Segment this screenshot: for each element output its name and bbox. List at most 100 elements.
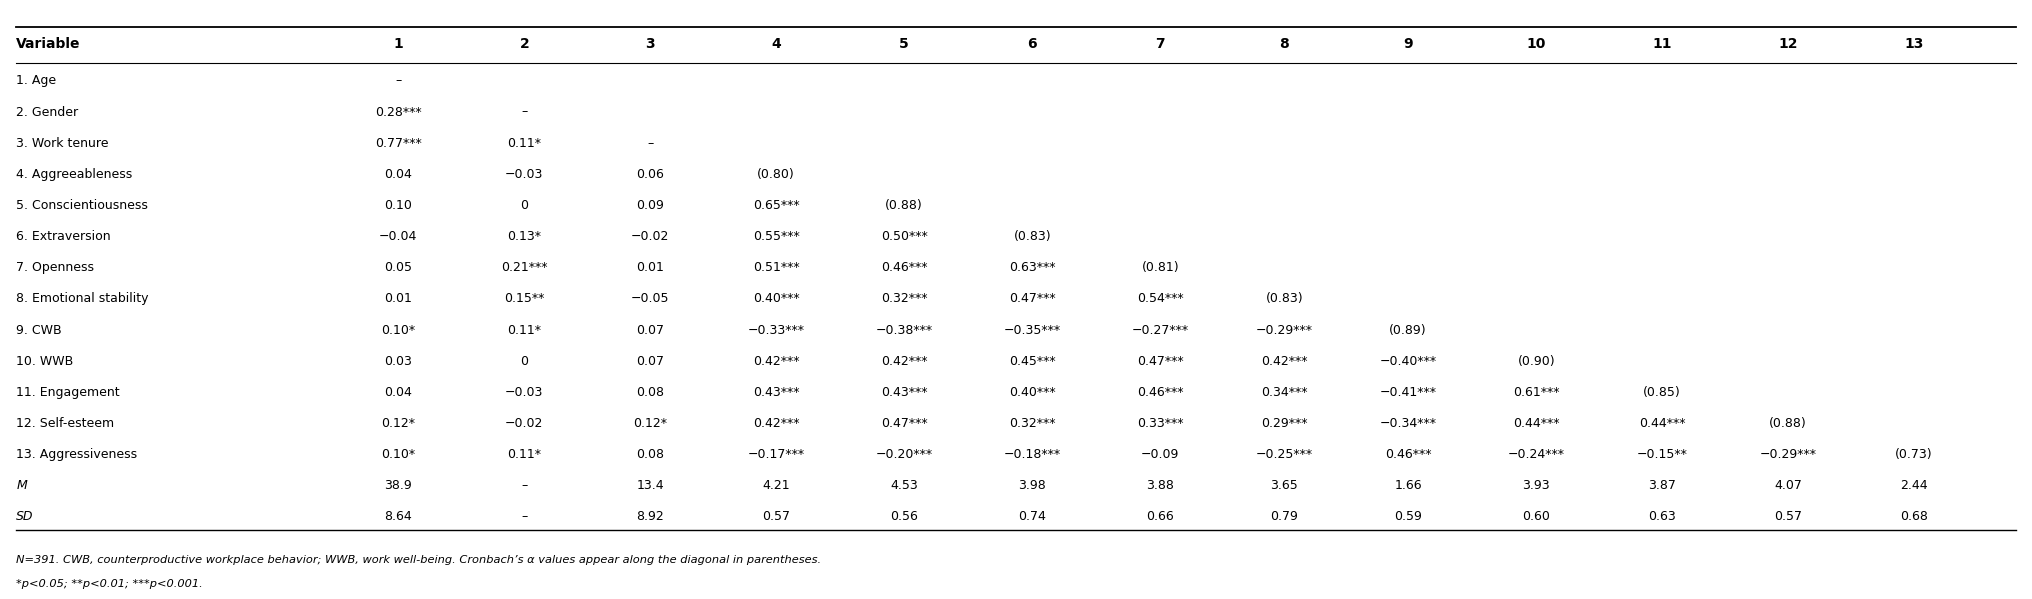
Text: 1.66: 1.66 [1394,479,1422,492]
Text: 0.57: 0.57 [762,510,790,524]
Text: 0.21***: 0.21*** [502,261,547,274]
Text: 6: 6 [1028,37,1036,51]
Text: 3.65: 3.65 [1270,479,1298,492]
Text: 0.40***: 0.40*** [1010,386,1055,399]
Text: −0.15**: −0.15** [1636,448,1689,461]
Text: −0.27***: −0.27*** [1132,323,1189,337]
Text: (0.90): (0.90) [1518,355,1554,368]
Text: (0.80): (0.80) [758,168,795,181]
Text: 0.63***: 0.63*** [1010,261,1055,274]
Text: 0.59: 0.59 [1394,510,1422,524]
Text: 10. WWB: 10. WWB [16,355,73,368]
Text: 0.09: 0.09 [636,199,664,212]
Text: 4: 4 [772,37,780,51]
Text: 0.65***: 0.65*** [754,199,799,212]
Text: 0.34***: 0.34*** [1262,386,1307,399]
Text: 0.57: 0.57 [1774,510,1802,524]
Text: M: M [16,479,26,492]
Text: 0.42***: 0.42*** [754,355,799,368]
Text: 0.11*: 0.11* [508,137,541,150]
Text: 3.93: 3.93 [1522,479,1550,492]
Text: –: – [520,479,528,492]
Text: 0.61***: 0.61*** [1514,386,1559,399]
Text: 4.53: 4.53 [890,479,918,492]
Text: −0.03: −0.03 [506,386,543,399]
Text: 13.4: 13.4 [636,479,664,492]
Text: −0.29***: −0.29*** [1256,323,1313,337]
Text: 0.74: 0.74 [1018,510,1046,524]
Text: 0.11*: 0.11* [508,448,541,461]
Text: 11: 11 [1652,37,1672,51]
Text: 2: 2 [520,37,528,51]
Text: 0.04: 0.04 [384,168,412,181]
Text: 6. Extraversion: 6. Extraversion [16,230,112,243]
Text: (0.89): (0.89) [1390,323,1426,337]
Text: 9: 9 [1404,37,1412,51]
Text: −0.40***: −0.40*** [1380,355,1437,368]
Text: 0.47***: 0.47*** [882,417,927,430]
Text: 0.79: 0.79 [1270,510,1298,524]
Text: 0.07: 0.07 [636,323,664,337]
Text: 3. Work tenure: 3. Work tenure [16,137,110,150]
Text: 3.98: 3.98 [1018,479,1046,492]
Text: 10: 10 [1526,37,1546,51]
Text: 1: 1 [394,37,402,51]
Text: −0.20***: −0.20*** [876,448,933,461]
Text: 0.56: 0.56 [890,510,918,524]
Text: 0.33***: 0.33*** [1138,417,1183,430]
Text: –: – [394,74,402,87]
Text: 38.9: 38.9 [384,479,412,492]
Text: −0.33***: −0.33*** [748,323,805,337]
Text: 0.32***: 0.32*** [1010,417,1055,430]
Text: 0.46***: 0.46*** [1386,448,1431,461]
Text: 0.40***: 0.40*** [754,292,799,305]
Text: (0.88): (0.88) [886,199,923,212]
Text: −0.34***: −0.34*** [1380,417,1437,430]
Text: 0.50***: 0.50*** [880,230,929,243]
Text: 0.05: 0.05 [384,261,412,274]
Text: 12: 12 [1778,37,1798,51]
Text: 0.11*: 0.11* [508,323,541,337]
Text: 13. Aggressiveness: 13. Aggressiveness [16,448,138,461]
Text: 0.42***: 0.42*** [1262,355,1307,368]
Text: −0.18***: −0.18*** [1004,448,1061,461]
Text: 0.07: 0.07 [636,355,664,368]
Text: 5: 5 [900,37,908,51]
Text: −0.38***: −0.38*** [876,323,933,337]
Text: −0.02: −0.02 [506,417,543,430]
Text: −0.41***: −0.41*** [1380,386,1437,399]
Text: 0.51***: 0.51*** [754,261,799,274]
Text: 1. Age: 1. Age [16,74,57,87]
Text: 8.64: 8.64 [384,510,412,524]
Text: 0.63: 0.63 [1648,510,1676,524]
Text: (0.73): (0.73) [1896,448,1932,461]
Text: 3.88: 3.88 [1146,479,1174,492]
Text: 0.66: 0.66 [1146,510,1174,524]
Text: 13: 13 [1904,37,1924,51]
Text: 2.44: 2.44 [1900,479,1928,492]
Text: Variable: Variable [16,37,81,51]
Text: 0.55***: 0.55*** [752,230,801,243]
Text: 0.01: 0.01 [636,261,664,274]
Text: −0.09: −0.09 [1142,448,1179,461]
Text: (0.81): (0.81) [1142,261,1179,274]
Text: 0.42***: 0.42*** [754,417,799,430]
Text: 0.08: 0.08 [636,448,664,461]
Text: 0.47***: 0.47*** [1138,355,1183,368]
Text: 3.87: 3.87 [1648,479,1676,492]
Text: 0.54***: 0.54*** [1138,292,1183,305]
Text: 8. Emotional stability: 8. Emotional stability [16,292,148,305]
Text: 7: 7 [1156,37,1164,51]
Text: 4.21: 4.21 [762,479,790,492]
Text: (0.83): (0.83) [1014,230,1051,243]
Text: 0.68: 0.68 [1900,510,1928,524]
Text: 4. Aggreeableness: 4. Aggreeableness [16,168,132,181]
Text: 0.10: 0.10 [384,199,412,212]
Text: 5. Conscientiousness: 5. Conscientiousness [16,199,148,212]
Text: 4.07: 4.07 [1774,479,1802,492]
Text: 0.77***: 0.77*** [374,137,423,150]
Text: 0.44***: 0.44*** [1640,417,1685,430]
Text: 0.15**: 0.15** [504,292,545,305]
Text: 0.32***: 0.32*** [882,292,927,305]
Text: 0: 0 [520,199,528,212]
